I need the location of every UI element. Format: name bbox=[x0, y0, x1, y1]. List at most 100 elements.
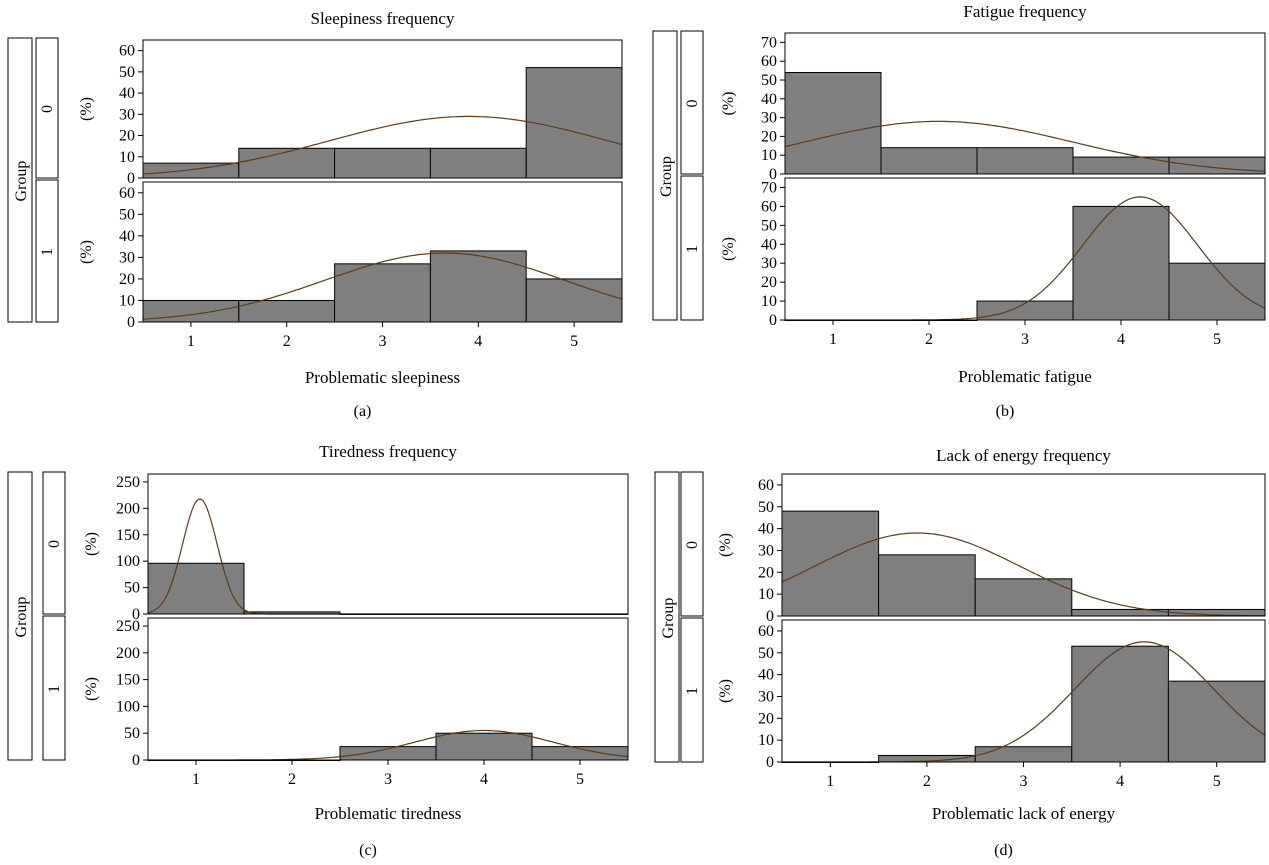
group-label: Group bbox=[658, 156, 675, 197]
histogram-bar bbox=[429, 250, 527, 323]
panel-caption: (c) bbox=[359, 842, 377, 859]
panel-frame bbox=[147, 617, 629, 761]
y-tick-label: 60 bbox=[758, 477, 774, 494]
x-tick-label: 5 bbox=[576, 771, 584, 788]
panel-frame bbox=[784, 32, 1266, 175]
y-axis-label: (%) bbox=[717, 679, 734, 703]
y-tick-label: 30 bbox=[119, 106, 135, 123]
panel-strip bbox=[42, 615, 66, 761]
x-tick-label: 4 bbox=[1117, 331, 1125, 348]
y-tick-label: 50 bbox=[124, 725, 140, 742]
y-tick-label: 150 bbox=[116, 527, 140, 544]
chart-title: Tiredness frequency bbox=[319, 442, 457, 461]
group-label: Group bbox=[13, 161, 30, 202]
panel-name: 1 bbox=[684, 687, 701, 695]
x-tick-label: 1 bbox=[187, 333, 195, 350]
panel-strip bbox=[35, 37, 59, 179]
y-tick-label: 100 bbox=[116, 553, 140, 570]
y-tick-label: 20 bbox=[761, 128, 777, 145]
panel-strip bbox=[35, 179, 59, 323]
group-label: Group bbox=[660, 598, 677, 639]
y-tick-label: 70 bbox=[761, 34, 777, 51]
x-tick-label: 5 bbox=[1213, 773, 1221, 790]
y-tick-label: 30 bbox=[761, 255, 777, 272]
y-tick-label: 40 bbox=[758, 667, 774, 684]
histogram-bar bbox=[1071, 645, 1169, 763]
normal-fit-curve bbox=[781, 532, 1266, 617]
y-tick-label: 40 bbox=[761, 91, 777, 108]
group-strip bbox=[7, 37, 33, 323]
y-tick-label: 50 bbox=[761, 217, 777, 234]
y-tick-label: 40 bbox=[758, 521, 774, 538]
panel-caption: (b) bbox=[996, 403, 1015, 420]
y-tick-label: 40 bbox=[761, 236, 777, 253]
histogram-bar bbox=[525, 67, 623, 179]
panel-caption: (a) bbox=[354, 403, 372, 420]
y-axis-label: (%) bbox=[83, 532, 100, 556]
y-tick-label: 60 bbox=[119, 185, 135, 202]
x-tick-label: 2 bbox=[925, 331, 933, 348]
panel-strip bbox=[680, 617, 704, 763]
panel-frame bbox=[142, 39, 623, 179]
x-tick-label: 2 bbox=[288, 771, 296, 788]
y-tick-label: 20 bbox=[119, 128, 135, 145]
y-tick-label: 10 bbox=[119, 149, 135, 166]
panel-strip bbox=[680, 30, 704, 175]
y-tick-label: 250 bbox=[116, 618, 140, 635]
x-tick-label: 5 bbox=[1213, 331, 1221, 348]
y-axis-label: (%) bbox=[717, 533, 734, 557]
normal-fit-curve bbox=[142, 252, 623, 320]
x-tick-label: 3 bbox=[384, 771, 392, 788]
x-tick-label: 5 bbox=[570, 333, 578, 350]
y-tick-label: 0 bbox=[766, 754, 774, 771]
y-tick-label: 50 bbox=[761, 72, 777, 89]
y-tick-label: 30 bbox=[761, 110, 777, 127]
histogram-bar bbox=[976, 147, 1074, 175]
y-tick-label: 50 bbox=[758, 645, 774, 662]
y-tick-label: 0 bbox=[127, 170, 135, 187]
y-tick-label: 30 bbox=[758, 542, 774, 559]
x-axis-label: Problematic fatigue bbox=[958, 367, 1092, 386]
x-axis-label: Problematic tiredness bbox=[315, 804, 462, 823]
histogram-bar bbox=[781, 510, 880, 617]
histogram-bar bbox=[1168, 156, 1266, 175]
y-tick-label: 0 bbox=[769, 312, 777, 329]
y-tick-label: 50 bbox=[119, 206, 135, 223]
group-strip bbox=[652, 30, 678, 321]
panel-name: 0 bbox=[39, 105, 56, 113]
y-tick-label: 10 bbox=[758, 586, 774, 603]
y-tick-label: 40 bbox=[119, 228, 135, 245]
y-tick-label: 20 bbox=[758, 710, 774, 727]
histogram-bar bbox=[435, 732, 533, 761]
histogram-bar bbox=[878, 554, 976, 617]
y-tick-label: 60 bbox=[758, 623, 774, 640]
histogram-bar bbox=[147, 562, 245, 615]
y-tick-label: 200 bbox=[116, 500, 140, 517]
y-tick-label: 50 bbox=[119, 64, 135, 81]
y-tick-label: 200 bbox=[116, 645, 140, 662]
y-tick-label: 60 bbox=[761, 198, 777, 215]
panel-strip bbox=[680, 175, 704, 321]
x-tick-label: 3 bbox=[1020, 773, 1028, 790]
y-tick-label: 20 bbox=[761, 274, 777, 291]
panel-name: 1 bbox=[39, 248, 56, 256]
y-tick-label: 0 bbox=[132, 606, 140, 623]
histogram-bar bbox=[238, 299, 336, 323]
x-axis-label: Problematic lack of energy bbox=[932, 804, 1116, 823]
y-tick-label: 10 bbox=[761, 293, 777, 310]
x-tick-label: 3 bbox=[379, 333, 387, 350]
y-axis-label: (%) bbox=[720, 92, 737, 116]
y-tick-label: 10 bbox=[119, 292, 135, 309]
panel-name: 1 bbox=[46, 685, 63, 693]
y-axis-label: (%) bbox=[78, 97, 95, 121]
normal-fit-curve bbox=[142, 115, 623, 175]
y-tick-label: 100 bbox=[116, 698, 140, 715]
histogram-bar bbox=[1167, 680, 1266, 763]
x-tick-label: 4 bbox=[480, 771, 488, 788]
y-tick-label: 250 bbox=[116, 474, 140, 491]
histogram-bar bbox=[525, 278, 623, 323]
y-tick-label: 50 bbox=[758, 499, 774, 516]
